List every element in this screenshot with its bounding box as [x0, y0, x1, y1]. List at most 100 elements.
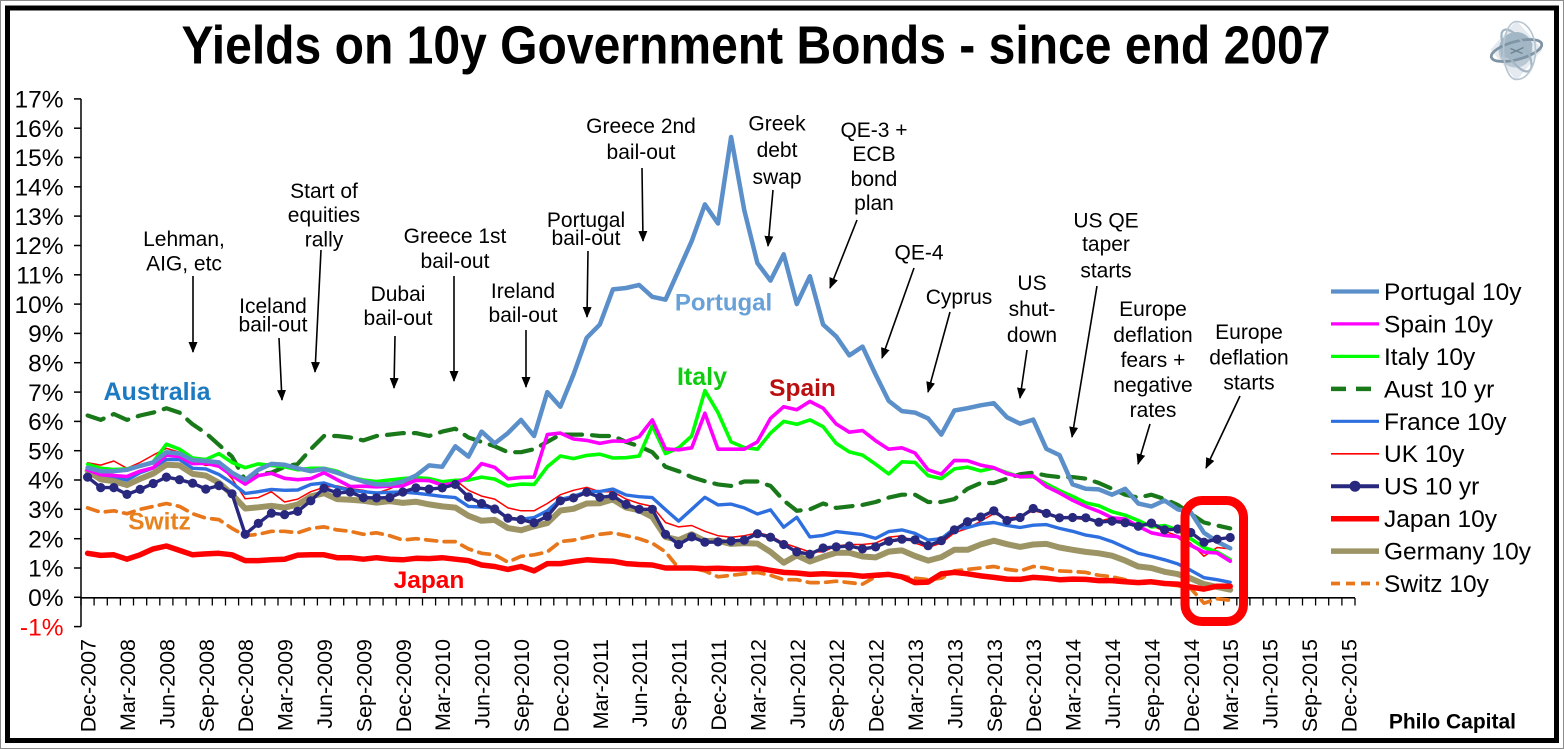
svg-text:Italy 10y: Italy 10y [1384, 344, 1476, 371]
svg-text:-1%: -1% [20, 614, 64, 641]
svg-text:0%: 0% [28, 585, 63, 612]
svg-text:US: US [1017, 272, 1046, 295]
svg-text:Lehman,: Lehman, [143, 228, 225, 251]
svg-text:Mar-2013: Mar-2013 [904, 639, 928, 731]
svg-text:QE-3 +: QE-3 + [840, 119, 907, 142]
svg-text:Greek: Greek [748, 113, 806, 136]
svg-text:debt: debt [757, 139, 798, 162]
svg-text:AIG, etc: AIG, etc [146, 253, 222, 276]
svg-text:Dec-2014: Dec-2014 [1180, 639, 1204, 732]
svg-text:Dec-2012: Dec-2012 [865, 639, 889, 732]
svg-text:Sep-2013: Sep-2013 [983, 639, 1007, 732]
svg-text:2%: 2% [28, 526, 63, 553]
svg-text:Iceland: Iceland [239, 295, 307, 318]
svg-text:Dec-2007: Dec-2007 [77, 639, 101, 732]
svg-text:Jun-2011: Jun-2011 [628, 639, 652, 727]
svg-text:Portugal: Portugal [547, 209, 625, 232]
svg-text:Greece 1st: Greece 1st [404, 225, 507, 248]
svg-text:Sep-2008: Sep-2008 [195, 639, 219, 732]
svg-text:bail-out: bail-out [552, 227, 621, 250]
svg-text:Switz: Switz [128, 509, 191, 536]
svg-text:Cyprus: Cyprus [926, 286, 993, 309]
svg-text:9%: 9% [28, 321, 63, 348]
svg-text:Mar-2012: Mar-2012 [746, 639, 770, 731]
svg-text:16%: 16% [14, 116, 63, 143]
svg-text:France 10y: France 10y [1384, 409, 1507, 436]
svg-text:Japan: Japan [394, 567, 465, 594]
svg-text:Jun-2014: Jun-2014 [1101, 639, 1125, 729]
svg-text:Jun-2008: Jun-2008 [155, 639, 179, 729]
svg-text:deflation: deflation [1209, 347, 1288, 370]
svg-text:Europe: Europe [1119, 298, 1187, 321]
svg-text:4%: 4% [28, 468, 63, 495]
svg-text:10%: 10% [14, 292, 63, 319]
svg-text:Japan 10y: Japan 10y [1384, 506, 1498, 533]
svg-text:Sep-2014: Sep-2014 [1140, 639, 1164, 732]
svg-text:Europe: Europe [1215, 321, 1283, 344]
svg-text:bail-out: bail-out [489, 304, 558, 327]
svg-text:swap: swap [752, 166, 801, 189]
svg-text:Mar-2009: Mar-2009 [274, 639, 298, 731]
svg-text:bail-out: bail-out [421, 250, 490, 273]
svg-text:3%: 3% [28, 497, 63, 524]
svg-text:taper: taper [1082, 233, 1130, 256]
svg-text:Jun-2010: Jun-2010 [471, 639, 495, 729]
svg-text:Dec-2008: Dec-2008 [234, 639, 258, 732]
svg-text:UK 10y: UK 10y [1384, 441, 1465, 468]
svg-text:Germany 10y: Germany 10y [1384, 539, 1532, 566]
svg-text:Mar-2008: Mar-2008 [116, 639, 140, 731]
svg-text:17%: 17% [14, 87, 63, 114]
svg-text:Switz 10y: Switz 10y [1384, 571, 1490, 598]
svg-text:Portugal 10y: Portugal 10y [1384, 279, 1522, 306]
svg-text:15%: 15% [14, 145, 63, 172]
svg-text:starts: starts [1223, 372, 1274, 395]
svg-text:deflation: deflation [1113, 324, 1192, 347]
svg-text:Dec-2009: Dec-2009 [392, 639, 416, 732]
svg-text:bail-out: bail-out [239, 314, 308, 337]
svg-text:Spain 10y: Spain 10y [1384, 311, 1494, 338]
svg-text:Yields on 10y Government Bonds: Yields on 10y Government Bonds - since e… [182, 16, 1331, 76]
svg-text:US 10 yr: US 10 yr [1384, 474, 1479, 501]
svg-text:Mar-2015: Mar-2015 [1219, 639, 1243, 731]
svg-text:Mar-2011: Mar-2011 [589, 639, 613, 729]
svg-text:Jun-2015: Jun-2015 [1259, 639, 1283, 729]
svg-text:Sep-2015: Sep-2015 [1298, 639, 1322, 732]
svg-text:8%: 8% [28, 350, 63, 377]
svg-text:Jun-2009: Jun-2009 [313, 639, 337, 729]
svg-text:7%: 7% [28, 380, 63, 407]
svg-text:Dec-2015: Dec-2015 [1337, 639, 1361, 732]
svg-text:Sep-2009: Sep-2009 [352, 639, 376, 732]
svg-text:Sep-2012: Sep-2012 [825, 639, 849, 732]
svg-text:13%: 13% [14, 204, 63, 231]
svg-text:14%: 14% [14, 175, 63, 202]
svg-text:6%: 6% [28, 409, 63, 436]
svg-text:US QE: US QE [1073, 210, 1138, 233]
svg-text:negative: negative [1113, 374, 1192, 397]
svg-text:bond: bond [851, 168, 898, 191]
svg-text:Italy: Italy [677, 363, 727, 391]
svg-text:Spain: Spain [769, 375, 836, 402]
svg-text:shut-: shut- [1009, 298, 1056, 321]
svg-text:Jun-2012: Jun-2012 [786, 639, 810, 729]
svg-text:Ireland: Ireland [491, 280, 555, 303]
svg-text:Portugal: Portugal [675, 290, 772, 317]
svg-text:Dec-2010: Dec-2010 [549, 639, 573, 732]
svg-text:11%: 11% [16, 263, 63, 290]
svg-text:1%: 1% [28, 556, 63, 583]
svg-text:Mar-2014: Mar-2014 [1062, 639, 1086, 731]
svg-text:Sep-2011: Sep-2011 [668, 639, 692, 731]
svg-text:starts: starts [1080, 260, 1131, 283]
svg-text:fears +: fears + [1121, 349, 1186, 372]
svg-text:bail-out: bail-out [607, 141, 676, 164]
svg-text:Jun-2013: Jun-2013 [943, 639, 967, 729]
svg-text:down: down [1007, 324, 1057, 347]
svg-text:Australia: Australia [104, 378, 212, 406]
svg-text:ECB: ECB [852, 143, 895, 166]
svg-text:Dubai: Dubai [371, 283, 426, 306]
svg-text:rally: rally [305, 229, 344, 252]
svg-text:plan: plan [854, 192, 894, 215]
svg-text:Dec-2013: Dec-2013 [1022, 639, 1046, 732]
svg-text:Aust 10 yr: Aust 10 yr [1384, 376, 1494, 403]
svg-text:bail-out: bail-out [364, 307, 433, 330]
svg-text:equities: equities [288, 204, 360, 227]
